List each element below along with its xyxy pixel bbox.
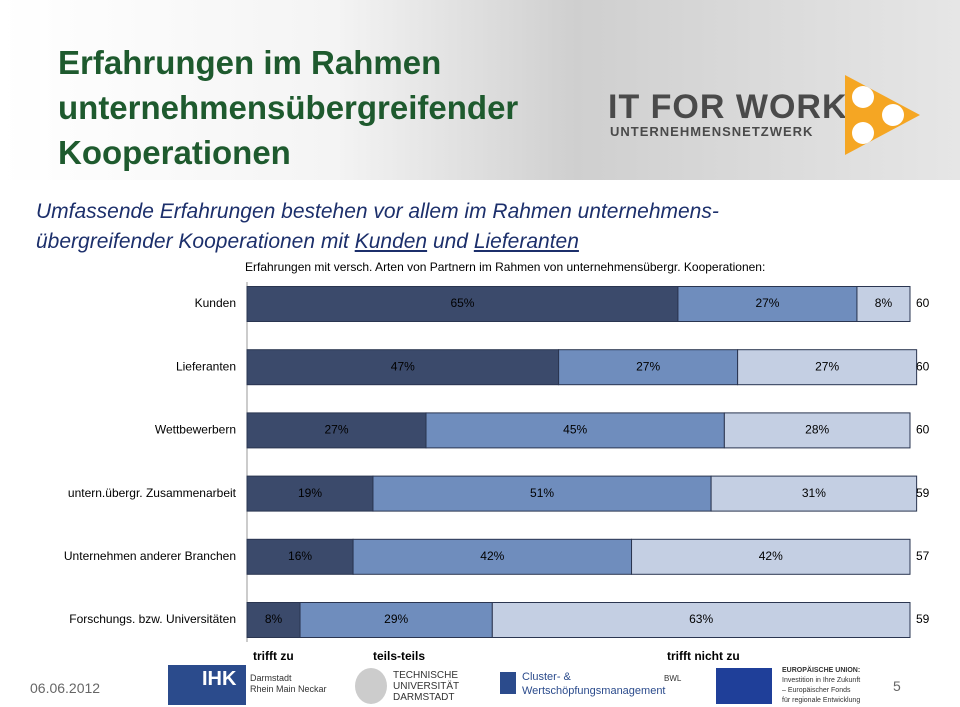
ihk-logo	[168, 665, 246, 705]
total-label: 59	[916, 486, 930, 500]
tu-name: TECHNISCHE	[393, 670, 459, 681]
category-label: untern.übergr. Zusammenarbeit	[68, 486, 237, 500]
eu-flag	[716, 668, 772, 704]
eu-text: – Europäischer Fonds	[782, 687, 851, 694]
footer-date: 06.06.2012	[30, 680, 101, 696]
subtitle-text: und	[427, 230, 474, 253]
bar-segment	[246, 475, 374, 512]
total-label: 60	[916, 296, 930, 310]
eu-text: für regionale Entwicklung	[782, 697, 861, 704]
value-label: 42%	[480, 549, 504, 563]
bar-segment	[425, 412, 725, 449]
bar-segment	[299, 602, 493, 638]
value-label: 27%	[324, 423, 348, 437]
value-label: 29%	[384, 612, 408, 626]
value-label: 8%	[265, 612, 283, 626]
value-label: 27%	[755, 296, 779, 310]
tu-seal	[355, 668, 387, 704]
ihk-sub: Rhein Main Neckar	[250, 684, 327, 694]
cluster-logo	[500, 672, 516, 694]
slide-title: Erfahrungen im Rahmen	[58, 44, 442, 81]
value-label: 27%	[636, 359, 660, 373]
legend-label: trifft zu	[253, 649, 294, 663]
chart-title: Erfahrungen mit versch. Arten von Partne…	[245, 260, 765, 274]
bar-segment	[246, 349, 560, 386]
logo-circle	[882, 104, 904, 126]
value-label: 19%	[298, 486, 322, 500]
logo-tagline: UNTERNEHMENSNETZWERK	[610, 124, 814, 139]
total-label: 57	[916, 549, 930, 563]
ihk-name: IHK	[202, 668, 237, 690]
subtitle: übergreifender Kooperationen mit Kunden …	[36, 230, 579, 254]
bar-segment	[352, 538, 633, 575]
subtitle-text: übergreifender Kooperationen mit	[36, 230, 355, 253]
category-label: Forschungs. bzw. Universitäten	[69, 612, 236, 626]
eu-text: EUROPÄISCHE UNION:	[782, 667, 861, 674]
value-label: 28%	[805, 423, 829, 437]
bar-segment	[491, 602, 911, 638]
value-label: 42%	[759, 549, 783, 563]
value-label: 16%	[288, 549, 312, 563]
bar-segment	[710, 475, 918, 512]
bar-segment	[246, 538, 354, 575]
value-label: 65%	[450, 296, 474, 310]
legend-label: teils-teils	[373, 649, 425, 663]
bar-segment	[372, 475, 712, 512]
value-label: 51%	[530, 486, 554, 500]
bar-segment	[856, 286, 911, 322]
bwl: BWL	[664, 674, 682, 683]
subtitle-link: Lieferanten	[473, 230, 579, 253]
subtitle-link: Kunden	[354, 230, 428, 253]
value-label: 8%	[875, 296, 893, 310]
value-label: 27%	[815, 359, 839, 373]
category-label: Kunden	[195, 296, 236, 310]
bar-segment	[677, 286, 858, 322]
bar-segment	[631, 538, 911, 575]
ihk-sub: Darmstadt	[250, 673, 292, 683]
bar-segment	[737, 349, 918, 386]
bar-segment	[723, 412, 911, 449]
subtitle: Umfassende Erfahrungen bestehen vor alle…	[36, 200, 719, 223]
tu-name: UNIVERSITÄT	[393, 681, 460, 692]
total-label: 60	[916, 359, 930, 373]
logo-circle	[852, 122, 874, 144]
value-label: 31%	[802, 486, 826, 500]
logo-icon	[845, 75, 920, 155]
slide-title: Kooperationen	[58, 134, 291, 171]
total-label: 59	[916, 612, 930, 626]
value-label: 45%	[563, 423, 587, 437]
value-label: 47%	[391, 359, 415, 373]
header-band	[0, 0, 960, 180]
cluster-name: Wertschöpfungsmanagement	[522, 685, 666, 697]
bar-segment	[246, 602, 301, 638]
footer-page: 5	[893, 678, 901, 694]
total-label: 60	[916, 423, 930, 437]
logo-circle	[852, 86, 874, 108]
category-label: Lieferanten	[176, 359, 236, 373]
legend-label: trifft nicht zu	[667, 649, 740, 663]
slide-title: unternehmensübergreifender	[58, 89, 519, 126]
category-label: Unternehmen anderer Branchen	[64, 549, 236, 563]
category-label: Wettbewerbern	[155, 423, 236, 437]
eu-text: Investition in Ihre Zukunft	[782, 677, 861, 684]
value-label: 63%	[689, 612, 713, 626]
logo-name: IT FOR WORK	[608, 88, 848, 126]
tu-name: DARMSTADT	[393, 692, 455, 703]
cluster-name: Cluster- &	[522, 671, 571, 683]
